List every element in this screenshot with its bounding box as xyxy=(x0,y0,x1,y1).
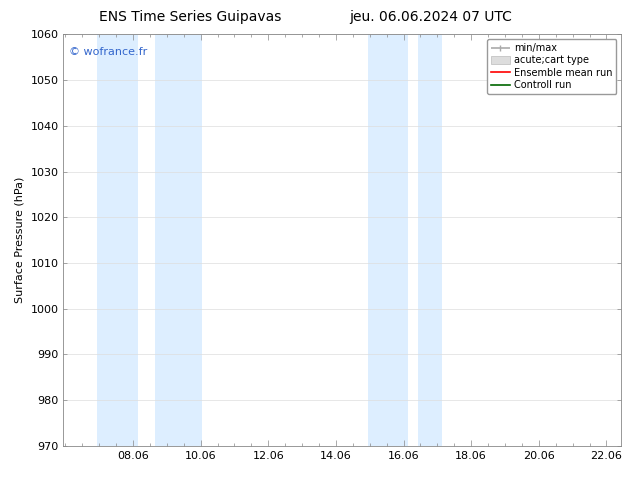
Bar xyxy=(97,34,138,446)
Text: © wofrance.fr: © wofrance.fr xyxy=(69,47,147,57)
Text: ENS Time Series Guipavas: ENS Time Series Guipavas xyxy=(99,10,281,24)
Bar xyxy=(368,34,408,446)
Text: jeu. 06.06.2024 07 UTC: jeu. 06.06.2024 07 UTC xyxy=(350,10,512,24)
Bar xyxy=(418,34,442,446)
Bar xyxy=(155,34,202,446)
Y-axis label: Surface Pressure (hPa): Surface Pressure (hPa) xyxy=(15,177,25,303)
Legend: min/max, acute;cart type, Ensemble mean run, Controll run: min/max, acute;cart type, Ensemble mean … xyxy=(487,39,616,94)
